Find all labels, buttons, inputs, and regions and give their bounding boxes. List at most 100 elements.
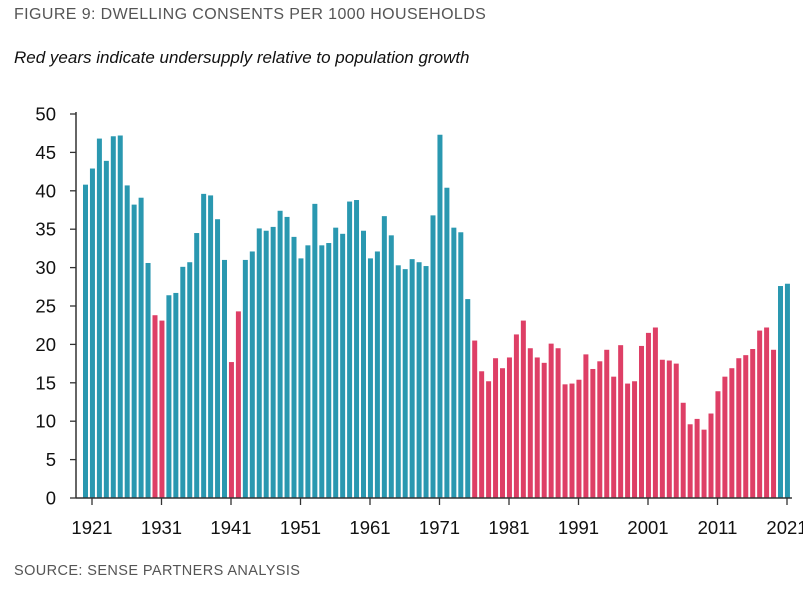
bar-1947: [263, 230, 269, 499]
y-tick-label-30: 30: [35, 257, 56, 278]
bar-1956: [326, 243, 332, 498]
bar-2005: [666, 360, 672, 498]
figure-subtitle: Red years indicate undersupply relative …: [14, 48, 470, 67]
bar-1933: [166, 295, 172, 498]
bar-1972: [437, 134, 443, 499]
bar-2014: [729, 368, 735, 498]
bar-1986: [534, 357, 540, 498]
bar-1935: [180, 266, 186, 498]
bar-1946: [256, 228, 262, 498]
bar-1982: [506, 357, 512, 498]
bar-1959: [347, 201, 353, 499]
bar-1942: [228, 362, 234, 498]
x-tick-label-1951: 1951: [280, 517, 321, 538]
y-tick-label-10: 10: [35, 411, 56, 432]
y-tick-label-15: 15: [35, 372, 56, 393]
y-tick-label-0: 0: [46, 488, 56, 509]
bar-1994: [590, 368, 596, 498]
bar-2010: [701, 429, 707, 498]
bar-1928: [131, 204, 137, 498]
bar-1936: [187, 262, 193, 498]
bar-1943: [235, 311, 241, 498]
bar-1999: [625, 383, 631, 498]
bar-1960: [354, 200, 360, 498]
bar-1930: [145, 262, 151, 498]
bar-1976: [465, 299, 471, 498]
bar-1998: [618, 345, 624, 498]
y-tick-label-25: 25: [35, 296, 56, 317]
bar-1944: [242, 259, 248, 498]
bar-1931: [152, 315, 158, 498]
bar-1995: [597, 361, 603, 498]
bar-1925: [110, 136, 116, 498]
bar-1964: [381, 216, 387, 498]
bar-1973: [444, 187, 450, 499]
source-note: SOURCE: SENSE PARTNERS ANALYSIS: [14, 563, 301, 579]
x-tick-label-2021: 2021: [766, 517, 803, 538]
bar-1951: [291, 236, 297, 498]
bar-1954: [312, 203, 318, 499]
bar-1963: [374, 251, 380, 498]
bar-1924: [103, 160, 109, 498]
x-tick-label-1961: 1961: [349, 517, 390, 538]
bar-1934: [173, 292, 179, 498]
bar-1996: [604, 349, 610, 498]
bar-1941: [222, 259, 227, 498]
bar-1991: [569, 383, 575, 498]
bar-2015: [736, 358, 742, 498]
bar-1926: [117, 135, 123, 498]
bar-1938: [201, 193, 207, 498]
bar-1970: [423, 266, 429, 498]
x-tick-label-1941: 1941: [210, 517, 251, 538]
bar-1984: [520, 320, 526, 498]
x-tick-label-2011: 2011: [698, 517, 738, 538]
bar-1997: [611, 376, 617, 498]
x-tick-label-1981: 1981: [488, 517, 529, 538]
bar-2012: [715, 391, 721, 498]
x-axis: 1921 1931 1941 1951 1961 1971 1981 1991 2001 2011…: [71, 497, 803, 538]
bar-1922: [89, 168, 95, 498]
bar-1929: [138, 197, 144, 498]
bar-1958: [340, 233, 346, 498]
bar-1993: [583, 354, 589, 498]
bar-1968: [409, 259, 415, 498]
x-tick-label-1921: 1921: [71, 517, 112, 538]
bar-1992: [576, 379, 582, 498]
bar-2001: [639, 345, 644, 498]
bar-2017: [750, 349, 756, 498]
bar-2002: [645, 332, 651, 498]
bar-2013: [722, 376, 728, 498]
bar-1980: [493, 358, 499, 498]
bar-2007: [680, 402, 686, 498]
bar-1927: [124, 185, 130, 499]
bar-1955: [319, 245, 325, 498]
bar-1971: [430, 215, 436, 498]
bar-1975: [458, 232, 464, 498]
bar-1948: [270, 226, 276, 498]
y-tick-label-50: 50: [35, 104, 56, 125]
bar-1932: [159, 320, 165, 498]
bar-1937: [194, 233, 200, 499]
y-tick-label-45: 45: [35, 142, 56, 163]
bar-2008: [687, 424, 693, 498]
bar-1990: [562, 384, 568, 498]
bar-2011: [708, 413, 714, 498]
bar-1979: [486, 381, 492, 498]
bar-1961: [361, 230, 366, 499]
bar-2003: [652, 327, 658, 498]
bar-2020: [771, 349, 777, 498]
bar-2006: [673, 363, 679, 498]
x-tick-label-2001: 2001: [627, 517, 668, 538]
y-tick-label-40: 40: [35, 180, 56, 201]
bar-1953: [305, 245, 311, 498]
bar-1985: [527, 348, 533, 498]
bar-2021: [778, 286, 783, 498]
bar-1939: [208, 195, 214, 498]
bar-1977: [472, 340, 478, 498]
bars-group: [83, 134, 790, 499]
bar-1987: [541, 362, 547, 498]
y-tick-label-35: 35: [35, 219, 56, 240]
bar-1974: [451, 227, 457, 498]
figure-title: FIGURE 9: DWELLING CONSENTS PER 1000 HOU…: [14, 6, 487, 23]
